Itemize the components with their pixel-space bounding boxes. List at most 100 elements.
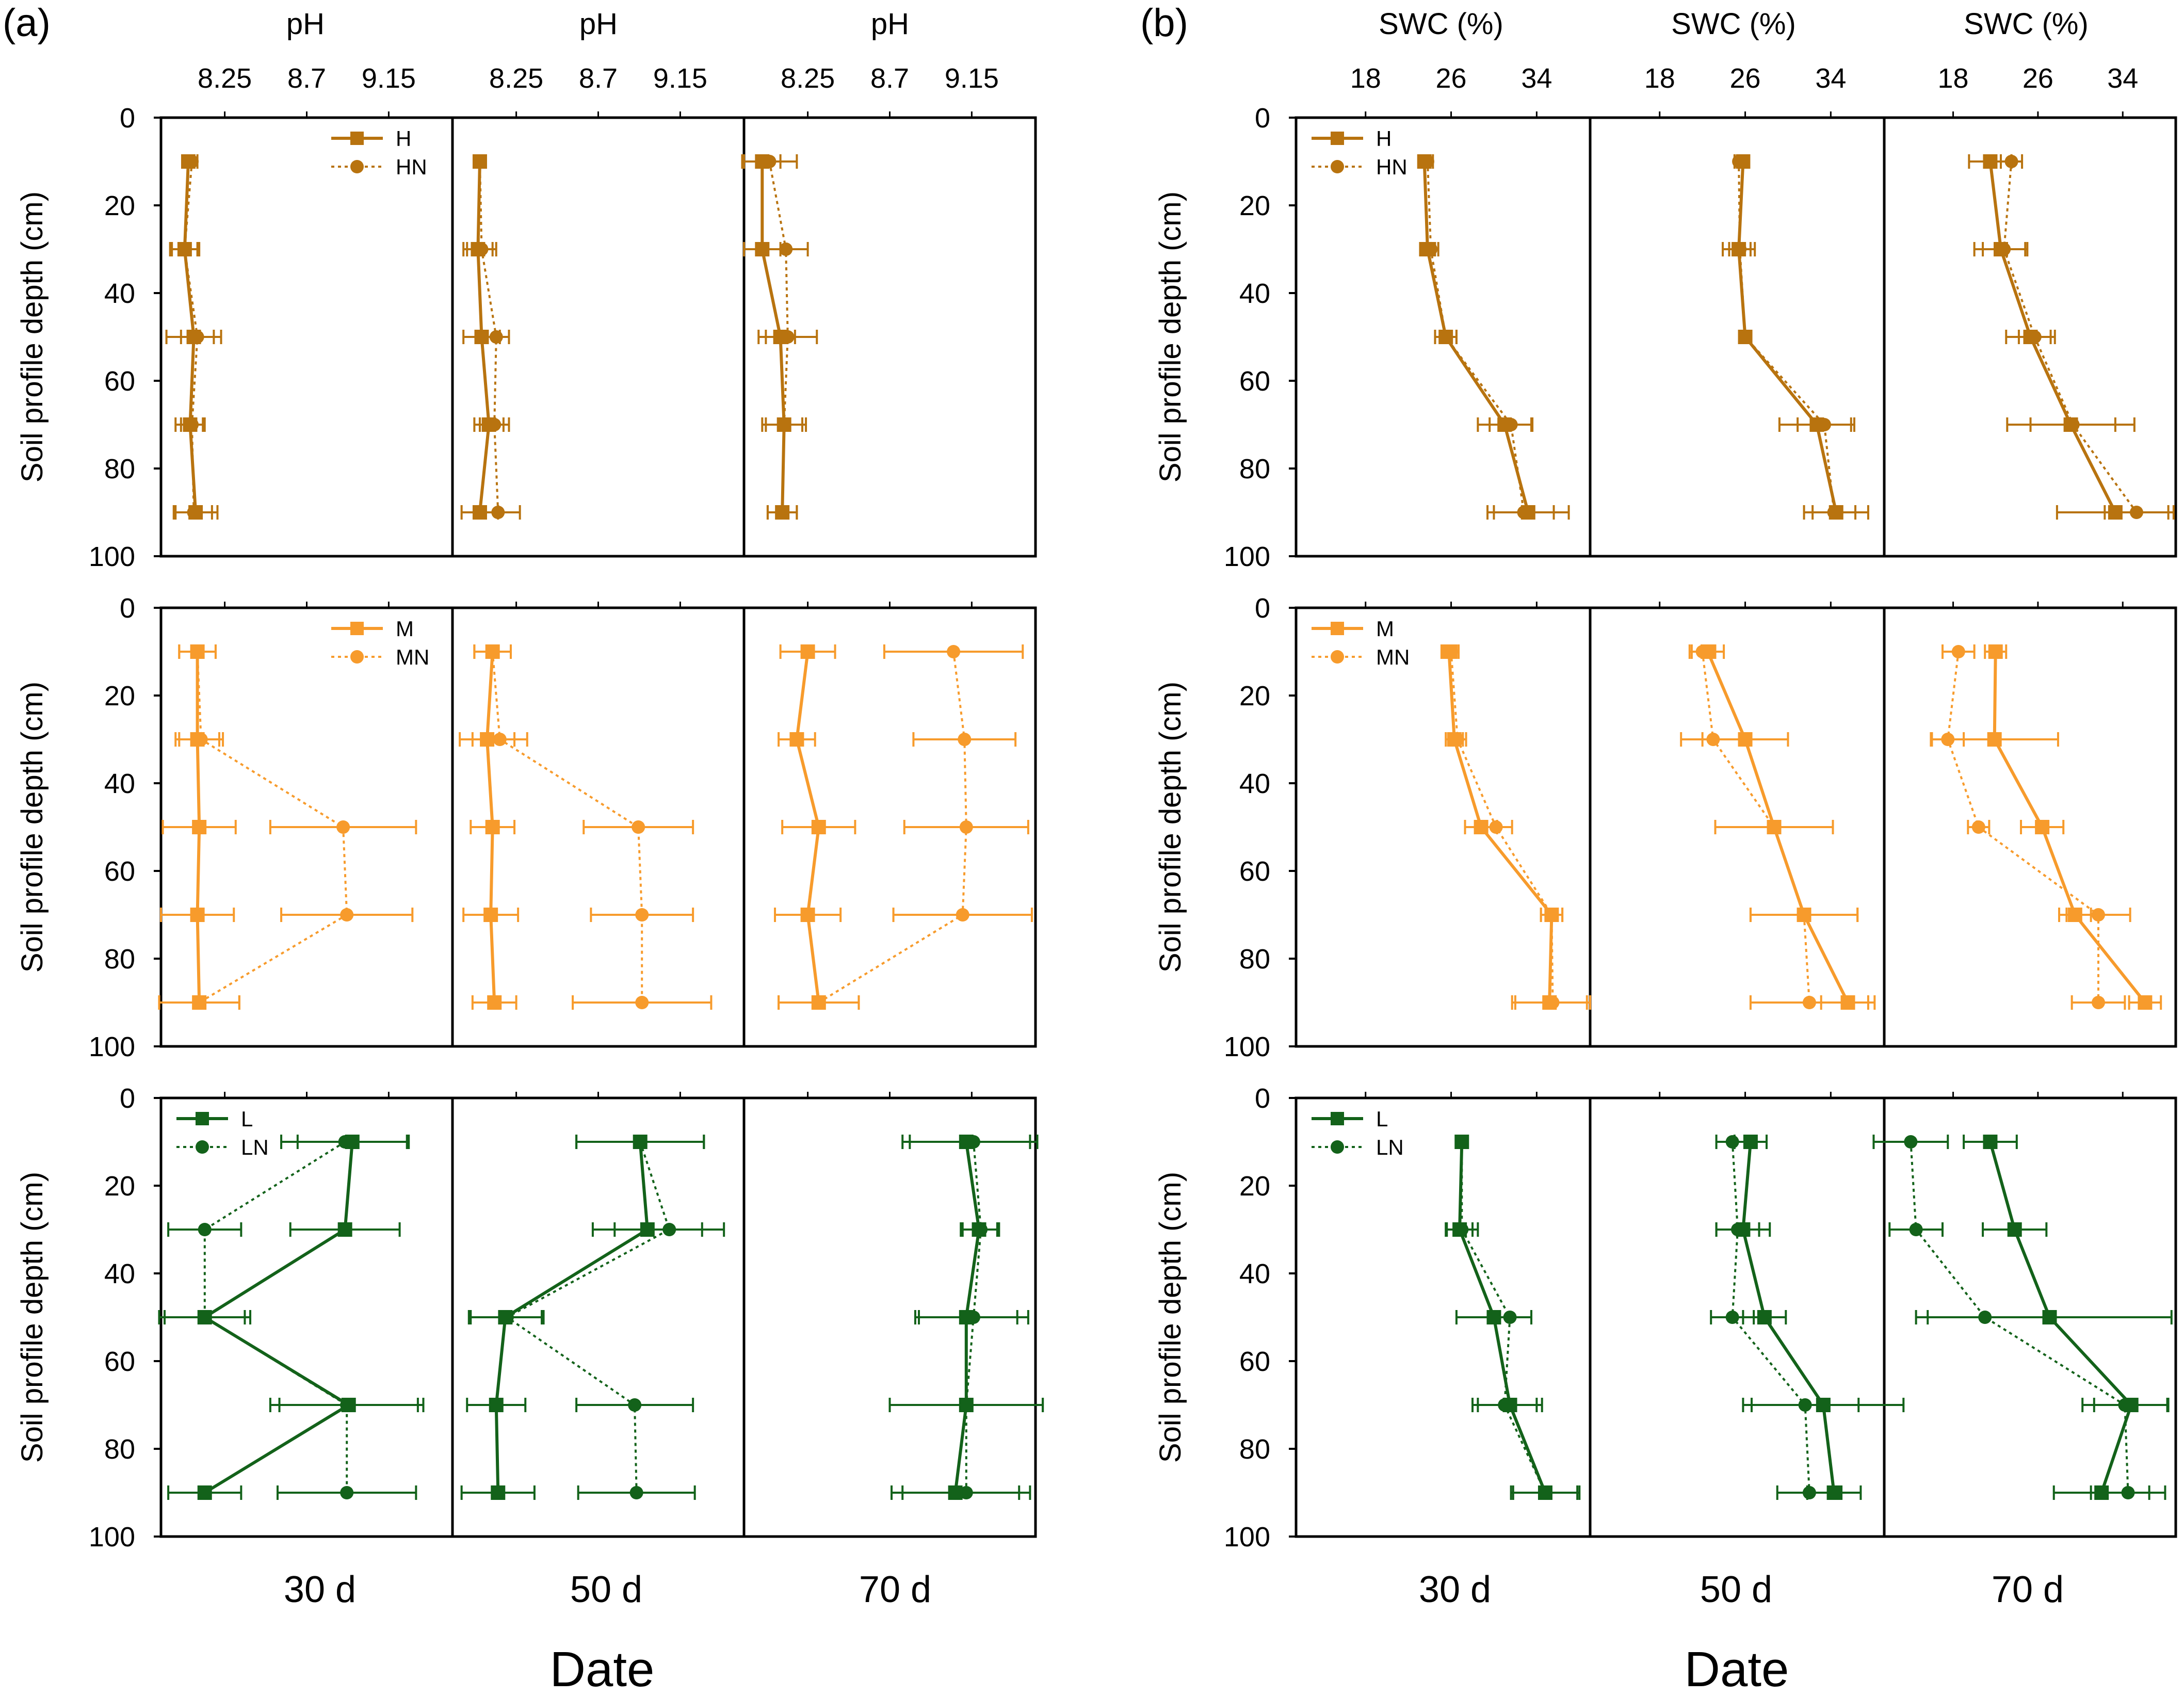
- top-label-b-50d: SWC (%): [1671, 7, 1796, 41]
- data-point-a-L-30d-90: [197, 1485, 212, 1500]
- data-point-a-H-70d-10: [755, 154, 770, 169]
- data-point-a-MN-50d-50: [632, 820, 645, 834]
- data-point-b-H-70d-70: [2063, 417, 2078, 432]
- data-point-a-M-70d-30: [789, 732, 804, 747]
- data-point-a-L-70d-30: [972, 1222, 986, 1237]
- data-point-a-LN-50d-90: [629, 1486, 643, 1499]
- y-tick-label-a-H-0: 0: [120, 103, 135, 134]
- x-axis-title-a: Date: [550, 1642, 655, 1697]
- data-point-b-M-30d-50: [1474, 820, 1489, 834]
- data-point-a-MN-70d-50: [959, 820, 973, 834]
- data-point-b-L-30d-10: [1454, 1135, 1469, 1149]
- legend-marker-a-MN: [350, 650, 364, 664]
- legend-label-b-L: L: [1376, 1107, 1388, 1131]
- data-point-b-L-50d-30: [1736, 1222, 1751, 1237]
- data-point-b-H-50d-10: [1736, 154, 1751, 169]
- y-axis-title-a-row3: Soil profile depth (cm): [15, 1172, 49, 1463]
- legend-marker-b-LN: [1331, 1140, 1344, 1154]
- data-point-a-L-50d-90: [491, 1485, 506, 1500]
- data-point-b-H-50d-50: [1738, 330, 1753, 344]
- date-label-b-70d: 70 d: [1992, 1569, 2064, 1610]
- legend-marker-a-L: [196, 1112, 209, 1125]
- data-point-a-L-50d-70: [489, 1398, 504, 1412]
- legend-label-a-HN: HN: [396, 155, 427, 179]
- x-tick-label-a-col3-0: 8.25: [781, 63, 835, 94]
- y-tick-label-b-M-40: 40: [1239, 768, 1270, 799]
- x-tick-label-b-col3-2: 34: [2107, 63, 2138, 94]
- data-point-a-H-50d-30: [471, 242, 486, 256]
- y-tick-label-b-H-0: 0: [1255, 103, 1270, 134]
- top-label-b-30d: SWC (%): [1379, 7, 1503, 41]
- legend-label-a-LN: LN: [241, 1135, 269, 1159]
- data-point-a-H-50d-70: [481, 417, 496, 432]
- data-point-b-L-70d-70: [2124, 1398, 2139, 1412]
- top-label-b-70d: SWC (%): [1964, 7, 2089, 41]
- plot-layer: 8.25 8.7 9.15 8.25 8.7 9.15 8.25 8.7 9.15 0 20 40 60…: [89, 63, 2177, 1553]
- top-label-a-70d: pH: [871, 7, 909, 41]
- data-point-a-H-50d-50: [474, 330, 489, 344]
- x-tick-label-b-col2-2: 34: [1815, 63, 1846, 94]
- y-tick-label-b-M-60: 60: [1239, 856, 1270, 887]
- y-tick-label-b-H-40: 40: [1239, 278, 1270, 309]
- legend-marker-a-H: [350, 132, 364, 145]
- y-tick-label-a-L-60: 60: [104, 1346, 135, 1377]
- legend-label-a-MN: MN: [396, 645, 429, 669]
- data-point-a-L-70d-70: [959, 1398, 974, 1412]
- data-point-a-LN-30d-30: [198, 1223, 212, 1236]
- data-point-b-M-70d-90: [2138, 995, 2153, 1010]
- data-point-a-M-30d-50: [192, 820, 207, 834]
- legend-label-a-M: M: [396, 617, 414, 641]
- data-point-b-H-30d-70: [1497, 417, 1512, 432]
- data-point-a-H-30d-90: [188, 505, 203, 520]
- data-point-b-H-30d-10: [1417, 154, 1432, 169]
- legend-label-b-HN: HN: [1376, 155, 1408, 179]
- data-point-a-M-70d-10: [800, 644, 815, 659]
- legend-label-b-H: H: [1376, 126, 1392, 151]
- x-axis-title-b: Date: [1685, 1642, 1789, 1697]
- series-line-a-MN-50d: [491, 651, 643, 1003]
- data-point-a-M-50d-50: [485, 820, 500, 834]
- data-point-b-M-50d-50: [1767, 820, 1782, 834]
- data-point-a-MN-70d-10: [947, 645, 961, 658]
- data-point-b-M-50d-10: [1701, 644, 1715, 659]
- y-tick-label-a-M-0: 0: [120, 593, 135, 624]
- data-point-a-L-30d-70: [341, 1398, 356, 1412]
- x-tick-label-a-col2-2: 9.15: [653, 63, 707, 94]
- x-tick-label-b-col1-0: 18: [1350, 63, 1381, 94]
- data-point-b-MN-70d-50: [1971, 820, 1985, 834]
- y-tick-label-a-M-40: 40: [104, 768, 135, 799]
- data-point-a-L-70d-90: [948, 1485, 963, 1500]
- data-point-a-MN-30d-50: [336, 820, 350, 834]
- top-label-a-50d: pH: [579, 7, 618, 41]
- data-point-a-L-70d-50: [959, 1310, 974, 1324]
- x-tick-label-a-col2-0: 8.25: [489, 63, 543, 94]
- y-tick-label-b-H-80: 80: [1239, 454, 1270, 484]
- plot-frame-b-L: [1295, 1096, 2177, 1538]
- row-a-M: 0 20 40 60 80 100 M MN: [89, 593, 1037, 1062]
- x-tick-label-a-col3-2: 9.15: [945, 63, 999, 94]
- y-axis-title-a-row1: Soil profile depth (cm): [15, 191, 49, 482]
- data-point-a-HN-70d-30: [779, 243, 793, 256]
- data-point-a-M-70d-90: [811, 995, 826, 1010]
- data-point-a-M-50d-70: [483, 908, 498, 922]
- y-tick-label-a-M-20: 20: [104, 681, 135, 712]
- data-point-b-L-30d-90: [1538, 1485, 1552, 1500]
- legend-marker-b-MN: [1331, 650, 1344, 664]
- data-point-b-H-30d-30: [1420, 242, 1435, 256]
- row-a-L: 0 20 40 60 80 100 L LN: [89, 1083, 1044, 1553]
- y-tick-label-a-M-60: 60: [104, 856, 135, 887]
- data-point-a-M-50d-30: [480, 732, 495, 747]
- data-point-b-L-30d-70: [1502, 1398, 1517, 1412]
- data-point-a-L-50d-30: [640, 1222, 655, 1237]
- data-point-b-MN-50d-90: [1802, 996, 1816, 1009]
- data-point-b-H-50d-30: [1732, 242, 1746, 256]
- legend-marker-a-M: [350, 622, 364, 635]
- x-tick-label-a-col1-2: 9.15: [362, 63, 416, 94]
- y-tick-label-b-M-0: 0: [1255, 593, 1270, 624]
- y-tick-label-a-L-0: 0: [120, 1083, 135, 1114]
- data-point-b-M-30d-10: [1442, 644, 1457, 659]
- x-tick-label-b-col1-1: 26: [1436, 63, 1467, 94]
- panel-label-a: (a): [3, 1, 51, 45]
- x-tick-label-a-col3-1: 8.7: [870, 63, 909, 94]
- data-point-a-M-50d-10: [485, 644, 500, 659]
